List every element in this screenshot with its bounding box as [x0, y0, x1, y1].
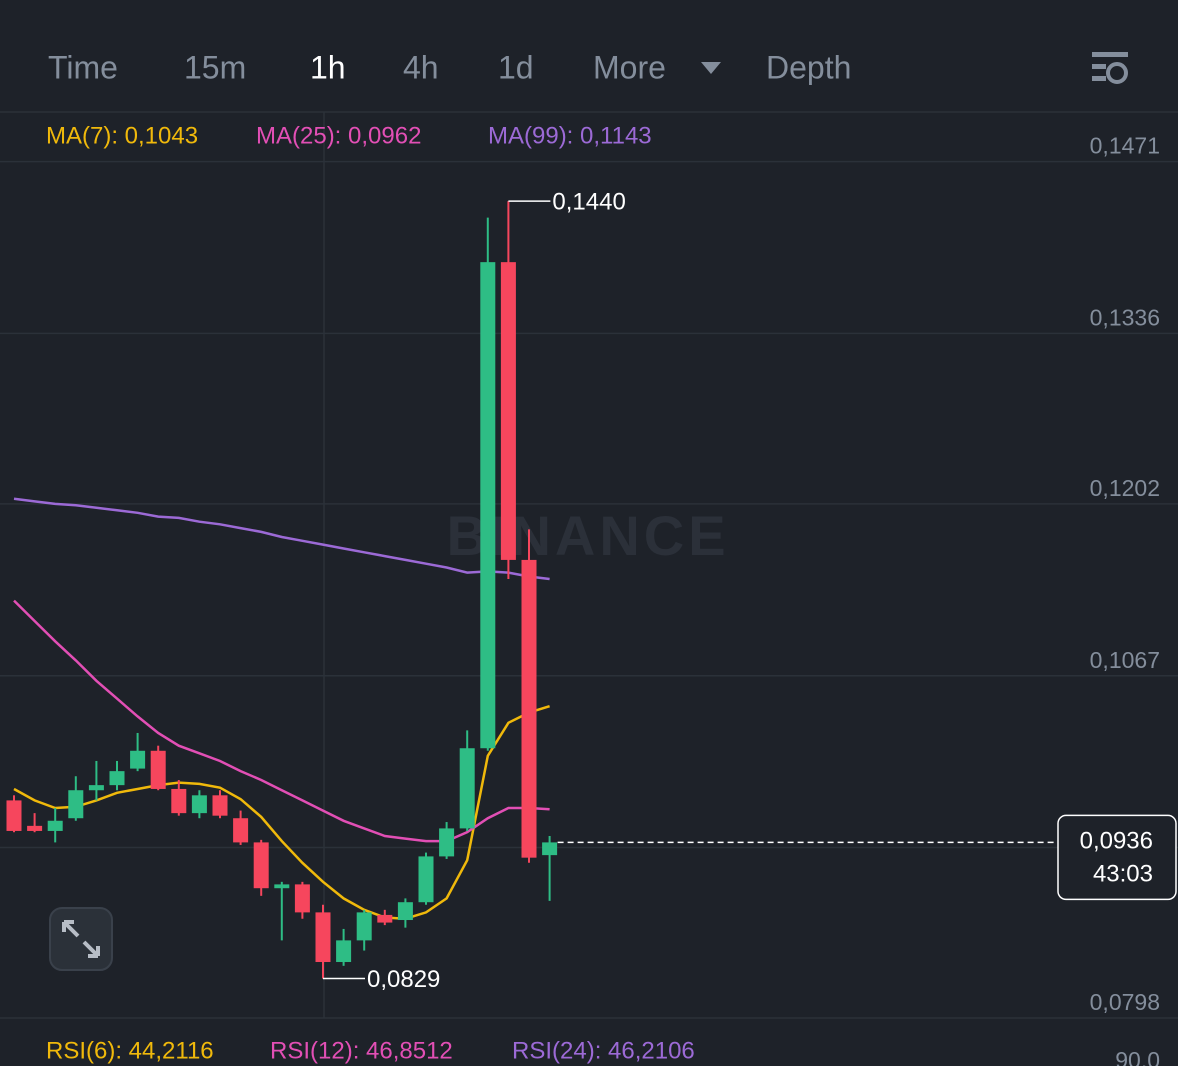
candle-body: [294, 884, 310, 913]
candle-body: [356, 912, 372, 941]
rsi-legend: RSI(12): 46,8512: [270, 1037, 453, 1064]
legend-entry: MA(25): 0,0962: [256, 122, 421, 149]
candle-body: [377, 914, 393, 923]
candle-body: [521, 559, 537, 858]
annotation-label: 0,1440: [552, 188, 625, 215]
legend-entry: MA(99): 0,1143: [488, 122, 652, 149]
y-tick-label: 0,1202: [1090, 475, 1160, 501]
y-tick-label: 0,1471: [1090, 133, 1160, 159]
legend-entry: MA(7): 0,1043: [46, 122, 198, 149]
candle-body: [47, 820, 63, 831]
ma-line: [13, 599, 550, 843]
candle-body: [212, 795, 228, 816]
candle-body: [68, 790, 84, 819]
y-tick-label: 0,0798: [1090, 989, 1160, 1015]
candle-body: [109, 771, 125, 786]
candle-body: [542, 842, 558, 856]
candle-body: [233, 818, 249, 843]
candle-body: [315, 912, 331, 963]
countdown: 43:03: [1093, 861, 1153, 888]
tab[interactable]: Time: [48, 49, 118, 85]
tab[interactable]: 4h: [403, 49, 439, 85]
rsi-axis-label: 90,0: [1115, 1047, 1160, 1066]
candle-body: [171, 788, 187, 814]
tab[interactable]: More: [593, 49, 666, 85]
candle-body: [336, 940, 352, 963]
price-label: 0,0936: [1080, 828, 1153, 855]
tab[interactable]: 15m: [184, 49, 246, 85]
settings-icon[interactable]: [1092, 52, 1128, 84]
ma-line: [13, 705, 550, 920]
candle-body: [150, 750, 166, 789]
candle-body: [6, 800, 22, 831]
rsi-legend: RSI(6): 44,2116: [46, 1037, 214, 1064]
candle-body: [459, 748, 475, 829]
candle-body: [480, 262, 496, 749]
price-box: [1057, 814, 1177, 901]
ma-line: [13, 497, 550, 581]
candle-body: [253, 842, 269, 889]
candle-body: [27, 825, 43, 831]
y-tick-label: 0,1067: [1090, 647, 1160, 673]
y-tick-label: 0,1336: [1090, 304, 1160, 330]
candle-body: [88, 785, 104, 791]
candle-body: [397, 902, 413, 921]
tab[interactable]: 1h: [310, 49, 346, 85]
tab-bar: Time 15m 1h 4h 1d More Depth: [48, 49, 1128, 85]
candle-body: [439, 828, 455, 857]
tab[interactable]: 1d: [498, 49, 534, 85]
candle-body: [274, 884, 290, 889]
dropdown-arrow: [701, 62, 721, 74]
rsi-legend: RSI(24): 46,2106: [512, 1037, 695, 1064]
candle-body: [500, 262, 516, 560]
candle-body: [130, 750, 146, 769]
tab[interactable]: Depth: [766, 49, 851, 85]
annotation-label: 0,0829: [367, 966, 440, 993]
expand-button[interactable]: [49, 907, 113, 971]
candle-body: [191, 795, 207, 814]
candle-body: [418, 856, 434, 903]
